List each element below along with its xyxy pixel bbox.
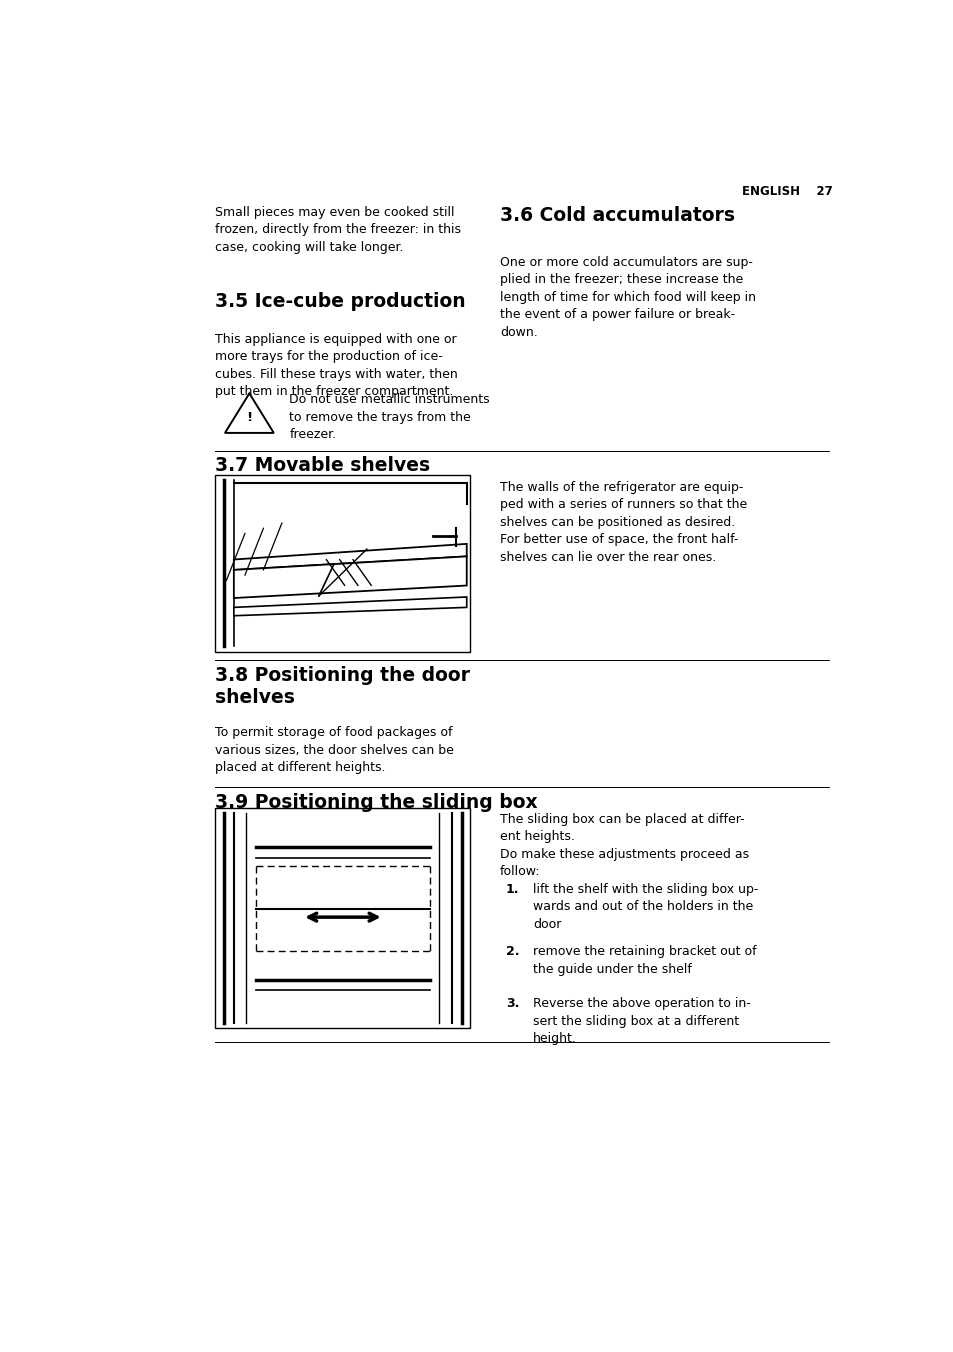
Text: 3.: 3.: [505, 998, 518, 1010]
Text: lift the shelf with the sliding box up-
wards and out of the holders in the
door: lift the shelf with the sliding box up- …: [533, 883, 758, 930]
Text: Small pieces may even be cooked still
frozen, directly from the freezer: in this: Small pieces may even be cooked still fr…: [215, 206, 461, 254]
Text: !: !: [246, 411, 253, 425]
Text: The walls of the refrigerator are equip-
ped with a series of runners so that th: The walls of the refrigerator are equip-…: [499, 481, 746, 564]
Text: 2.: 2.: [505, 945, 518, 959]
Polygon shape: [233, 544, 466, 571]
Text: ENGLISH    27: ENGLISH 27: [741, 185, 832, 199]
Text: Reverse the above operation to in-
sert the sliding box at a different
height.: Reverse the above operation to in- sert …: [533, 998, 750, 1045]
FancyBboxPatch shape: [215, 807, 470, 1029]
Text: 3.6 Cold accumulators: 3.6 Cold accumulators: [499, 206, 734, 224]
Text: 3.8 Positioning the door
shelves: 3.8 Positioning the door shelves: [215, 667, 470, 707]
Text: 3.5 Ice-cube production: 3.5 Ice-cube production: [215, 292, 465, 311]
Text: The sliding box can be placed at differ-
ent heights.
Do make these adjustments : The sliding box can be placed at differ-…: [499, 813, 748, 879]
Polygon shape: [233, 598, 466, 615]
FancyBboxPatch shape: [215, 475, 470, 652]
Text: This appliance is equipped with one or
more trays for the production of ice-
cub: This appliance is equipped with one or m…: [215, 333, 457, 399]
Text: 3.7 Movable shelves: 3.7 Movable shelves: [215, 456, 430, 475]
Polygon shape: [233, 557, 466, 598]
Text: remove the retaining bracket out of
the guide under the shelf: remove the retaining bracket out of the …: [533, 945, 756, 976]
Text: To permit storage of food packages of
various sizes, the door shelves can be
pla: To permit storage of food packages of va…: [215, 726, 454, 775]
Text: 1.: 1.: [505, 883, 518, 895]
Text: 3.9 Positioning the sliding box: 3.9 Positioning the sliding box: [215, 794, 537, 813]
Text: One or more cold accumulators are sup-
plied in the freezer; these increase the
: One or more cold accumulators are sup- p…: [499, 256, 755, 339]
Text: Do not use metallic instruments
to remove the trays from the
freezer.: Do not use metallic instruments to remov…: [289, 393, 490, 441]
